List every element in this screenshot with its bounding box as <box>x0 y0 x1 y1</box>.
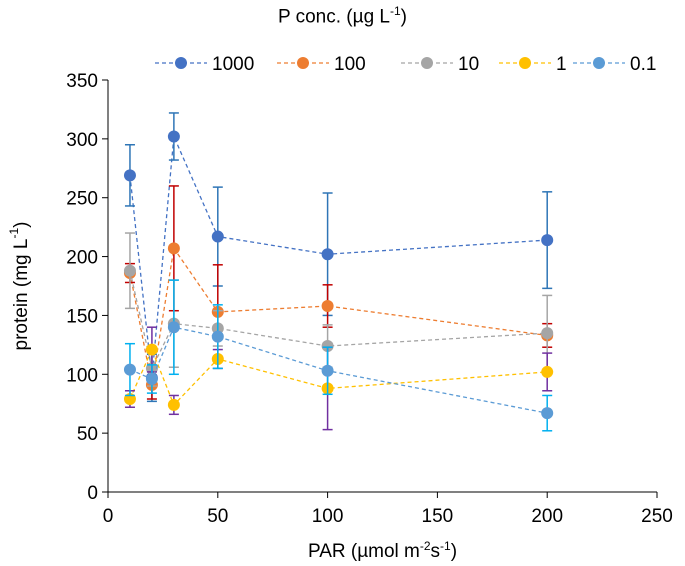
legend-item-1: 1 <box>499 54 567 75</box>
data-point <box>541 234 554 247</box>
legend-label: 1 <box>556 54 567 75</box>
data-point <box>123 169 136 182</box>
x-tick-label: 50 <box>207 506 228 527</box>
axes <box>107 80 657 493</box>
data-point <box>541 407 554 420</box>
y-tick-label: 250 <box>66 189 98 210</box>
x-tick-label: 200 <box>531 506 563 527</box>
legend-marker <box>593 57 605 69</box>
y-ticks: 0 50 100 150 200 250 300 350 <box>66 71 108 504</box>
data-point <box>167 398 180 411</box>
legend-label: 10 <box>458 54 479 75</box>
legend-title: P conc. (µg L-1) <box>278 4 407 28</box>
x-tick-label: 0 <box>103 506 114 527</box>
legend-item-1000: 1000 <box>155 54 254 75</box>
series-line <box>129 347 548 407</box>
series-line <box>129 246 548 386</box>
series-1 <box>123 326 554 431</box>
y-tick-label: 0 <box>87 483 98 504</box>
data-point <box>123 363 136 376</box>
series-line <box>129 136 548 378</box>
series-0.1 <box>123 279 554 432</box>
legend-item-10: 10 <box>401 54 479 75</box>
y-tick-label: 100 <box>66 365 98 386</box>
data-point <box>321 300 334 313</box>
data-point <box>321 364 334 377</box>
legend-item-100: 100 <box>277 54 366 75</box>
x-ticks: 0 50 100 150 200 250 <box>103 492 673 527</box>
series-10 <box>123 232 554 387</box>
y-tick-label: 200 <box>66 248 98 269</box>
x-tick-label: 250 <box>641 506 673 527</box>
data-point <box>541 365 554 378</box>
data-point <box>211 330 224 343</box>
series-line <box>129 326 548 414</box>
legend-marker <box>175 57 187 69</box>
data-point <box>167 130 180 143</box>
legend-label: 1000 <box>212 54 254 75</box>
data-point <box>145 343 158 356</box>
data-point <box>167 321 180 334</box>
data-point <box>123 264 136 277</box>
legend-marker <box>519 57 531 69</box>
legend-label: 0.1 <box>630 54 656 75</box>
data-point <box>541 327 554 340</box>
data-point <box>321 248 334 261</box>
legend-marker <box>421 57 433 69</box>
data-point <box>321 340 334 353</box>
x-axis-label: PAR (µmol m-2s-1) <box>308 539 457 562</box>
y-tick-label: 50 <box>77 424 98 445</box>
y-axis-label: protein (mg L-1) <box>7 222 32 351</box>
series-100 <box>123 185 554 400</box>
data-point <box>145 372 158 385</box>
y-tick-label: 350 <box>66 71 98 92</box>
y-tick-label: 150 <box>66 306 98 327</box>
legend-label: 100 <box>334 54 366 75</box>
series-line <box>129 270 548 371</box>
legend-marker <box>297 57 309 69</box>
series-1000 <box>123 112 554 403</box>
plot-area <box>123 112 554 432</box>
data-point <box>211 230 224 243</box>
y-tick-label: 300 <box>66 130 98 151</box>
x-tick-label: 100 <box>312 506 344 527</box>
legend-item-0.1: 0.1 <box>573 54 656 75</box>
legend: 1000 100 10 1 0.1 <box>155 54 656 75</box>
x-tick-label: 150 <box>422 506 454 527</box>
data-point <box>167 242 180 255</box>
